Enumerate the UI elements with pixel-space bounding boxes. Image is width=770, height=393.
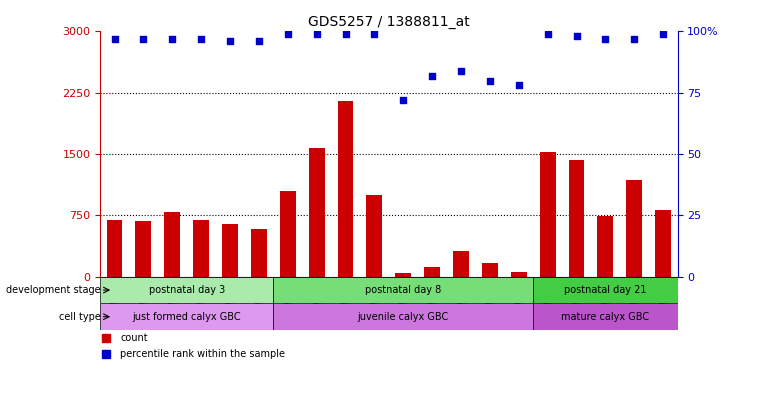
Text: postnatal day 21: postnatal day 21 [564,285,647,295]
Bar [106,220,122,277]
Bar [222,224,238,277]
Point [571,33,583,39]
Bar [568,160,584,277]
Point [109,36,121,42]
Text: just formed calyx GBC: just formed calyx GBC [132,312,241,322]
Text: cell type: cell type [59,312,101,322]
Bar [655,210,671,277]
Text: count: count [120,333,148,343]
Bar [367,195,383,277]
Bar [164,212,180,277]
Bar [533,277,678,303]
Point [340,31,352,37]
Text: percentile rank within the sample: percentile rank within the sample [120,349,286,359]
Point [513,82,525,88]
Point [195,36,207,42]
Point [484,77,496,84]
Bar [626,180,642,277]
Text: development stage: development stage [6,285,101,295]
Bar [511,272,527,277]
Bar [100,303,273,330]
Point [310,31,323,37]
Bar [273,277,533,303]
Point [166,36,179,42]
Bar [424,267,440,277]
Bar [453,251,469,277]
Point [282,31,294,37]
Point [224,38,236,44]
Point [541,31,554,37]
Text: postnatal day 8: postnatal day 8 [365,285,441,295]
Point [397,97,410,103]
Bar [251,228,267,277]
Point [455,68,467,74]
Text: postnatal day 3: postnatal day 3 [149,285,225,295]
Bar [193,220,209,277]
Point [253,38,265,44]
Point [137,36,149,42]
Bar [273,303,533,330]
Bar [540,152,556,277]
Point [368,31,380,37]
Bar [309,147,325,277]
Bar [533,303,678,330]
Point [628,36,641,42]
Bar [395,273,411,277]
Title: GDS5257 / 1388811_at: GDS5257 / 1388811_at [308,15,470,29]
Bar [280,191,296,277]
Text: mature calyx GBC: mature calyx GBC [561,312,649,322]
Point [599,36,611,42]
Bar [337,101,353,277]
Bar [100,277,273,303]
Point [657,31,669,37]
Bar [136,221,152,277]
Text: juvenile calyx GBC: juvenile calyx GBC [357,312,449,322]
Bar [482,263,498,277]
Bar [598,216,614,277]
Point [426,72,438,79]
